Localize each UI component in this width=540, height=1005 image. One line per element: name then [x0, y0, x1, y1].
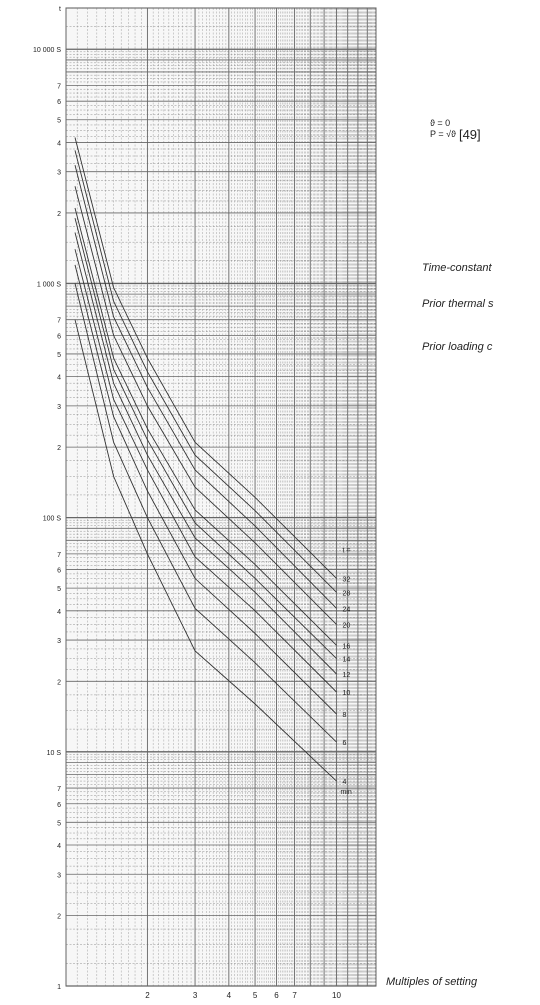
curve-label: 24	[342, 606, 350, 613]
y-tick-label: 1 000 S	[37, 281, 61, 288]
formula-line-2: P = √ϑ	[430, 129, 456, 139]
x-tick-label: 5	[253, 991, 258, 1000]
y-tick-label: 6	[57, 333, 61, 340]
y-tick-label: 3	[57, 404, 61, 411]
y-axis-ticks: 1 2 3 4 5 6 7 10 S 2 3 4 5 6 7 100 S 2 3 4 5 6 7 1 000 S 2 3 4 5 6…	[33, 6, 61, 991]
y-tick-label: 5	[57, 586, 61, 593]
curve-t-6	[74, 283, 337, 743]
x-tick-label: 10	[332, 991, 341, 1000]
y-tick-label: 2	[57, 211, 61, 218]
y-tick-label: 6	[57, 99, 61, 106]
prior-loading-label: Prior loading c	[422, 341, 493, 353]
y-tick-label: 3	[57, 638, 61, 645]
y-tick-label: 5	[57, 118, 61, 125]
curve-t-10	[74, 249, 337, 693]
y-tick-label: 3	[57, 872, 61, 879]
curve-label: 20	[342, 622, 350, 629]
curve-label: 6	[342, 740, 346, 747]
curve-label: 16	[342, 643, 350, 650]
y-tick-label: 4	[57, 609, 61, 616]
formula-block: ϑ = 0 P = √ϑ [49]	[430, 118, 481, 143]
x-tick-label: 7	[292, 991, 297, 1000]
curve-label-header: t =	[342, 547, 350, 554]
curve-label-unit: min	[340, 789, 351, 796]
curve-label: 10	[342, 690, 350, 697]
curve-label: 32	[342, 576, 350, 583]
curve-end-labels: 4 6 8 10 12 14 16 20 24 28 32 t = min	[340, 547, 351, 796]
y-tick-label: 1	[57, 984, 61, 991]
y-tick-label: 7	[57, 552, 61, 559]
y-tick-label: 100 S	[43, 516, 62, 523]
curve-t-8	[74, 264, 337, 715]
curve-label: 8	[342, 712, 346, 719]
curve-label: 12	[342, 672, 350, 679]
y-tick-label: 7	[57, 786, 61, 793]
time-constant-label: Time-constant	[422, 262, 492, 274]
curve-t-20	[74, 186, 337, 625]
x-tick-label: 4	[227, 991, 232, 1000]
grid-lines	[65, 7, 377, 987]
y-tick-label: 3	[57, 170, 61, 177]
curve-label: 4	[342, 779, 346, 786]
y-tick-label: 7	[57, 318, 61, 325]
y-tick-label: 4	[57, 140, 61, 147]
y-tick-label: 2	[57, 445, 61, 452]
curve-t-14	[74, 217, 337, 659]
curve-t-24	[74, 164, 337, 609]
curve-label: 28	[342, 590, 350, 597]
formula-reference: [49]	[458, 127, 481, 143]
x-tick-label: 3	[193, 991, 198, 1000]
y-tick-label: 10 S	[47, 750, 62, 757]
prior-thermal-state-label: Prior thermal s	[422, 298, 494, 310]
x-axis-label: Multiples of setting	[386, 976, 478, 988]
y-tick-label: 5	[57, 820, 61, 827]
y-tick-label: 5	[57, 352, 61, 359]
y-tick-label: 7	[57, 84, 61, 91]
formula-line-1: ϑ = 0	[430, 118, 451, 128]
curve-t-4	[74, 319, 337, 782]
curve-t-16	[74, 207, 337, 646]
y-tick-label: 10 000 S	[33, 47, 61, 54]
curve-t-28	[74, 150, 337, 593]
y-tick-label: 2	[57, 914, 61, 921]
y-tick-label: 6	[57, 568, 61, 575]
x-tick-label: 6	[274, 991, 279, 1000]
plot-area	[65, 7, 377, 987]
y-tick-label: 4	[57, 375, 61, 382]
y-tick-label: 2	[57, 679, 61, 686]
curve-label: 14	[342, 657, 350, 664]
y-tick-label: 6	[57, 802, 61, 809]
y-tick-label: 4	[57, 843, 61, 850]
trip-curves	[74, 137, 337, 782]
y-tick-label: t	[59, 6, 61, 13]
curve-t-12	[74, 232, 337, 675]
x-tick-label: 2	[145, 991, 150, 1000]
curve-t-32	[74, 137, 337, 579]
x-axis-ticks: 2 3 4 5 6 7 10	[145, 991, 341, 1000]
